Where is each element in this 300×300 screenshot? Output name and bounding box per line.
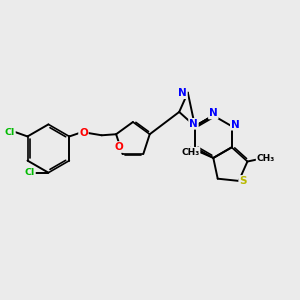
- Text: O: O: [79, 128, 88, 138]
- Text: N: N: [178, 88, 187, 98]
- Text: N: N: [209, 109, 218, 118]
- Text: N: N: [189, 119, 198, 129]
- Text: CH₃: CH₃: [181, 148, 200, 157]
- Text: Cl: Cl: [25, 168, 35, 177]
- Text: S: S: [239, 176, 247, 186]
- Text: Cl: Cl: [5, 128, 15, 136]
- Text: O: O: [115, 142, 124, 152]
- Text: N: N: [231, 120, 240, 130]
- Text: CH₃: CH₃: [256, 154, 275, 163]
